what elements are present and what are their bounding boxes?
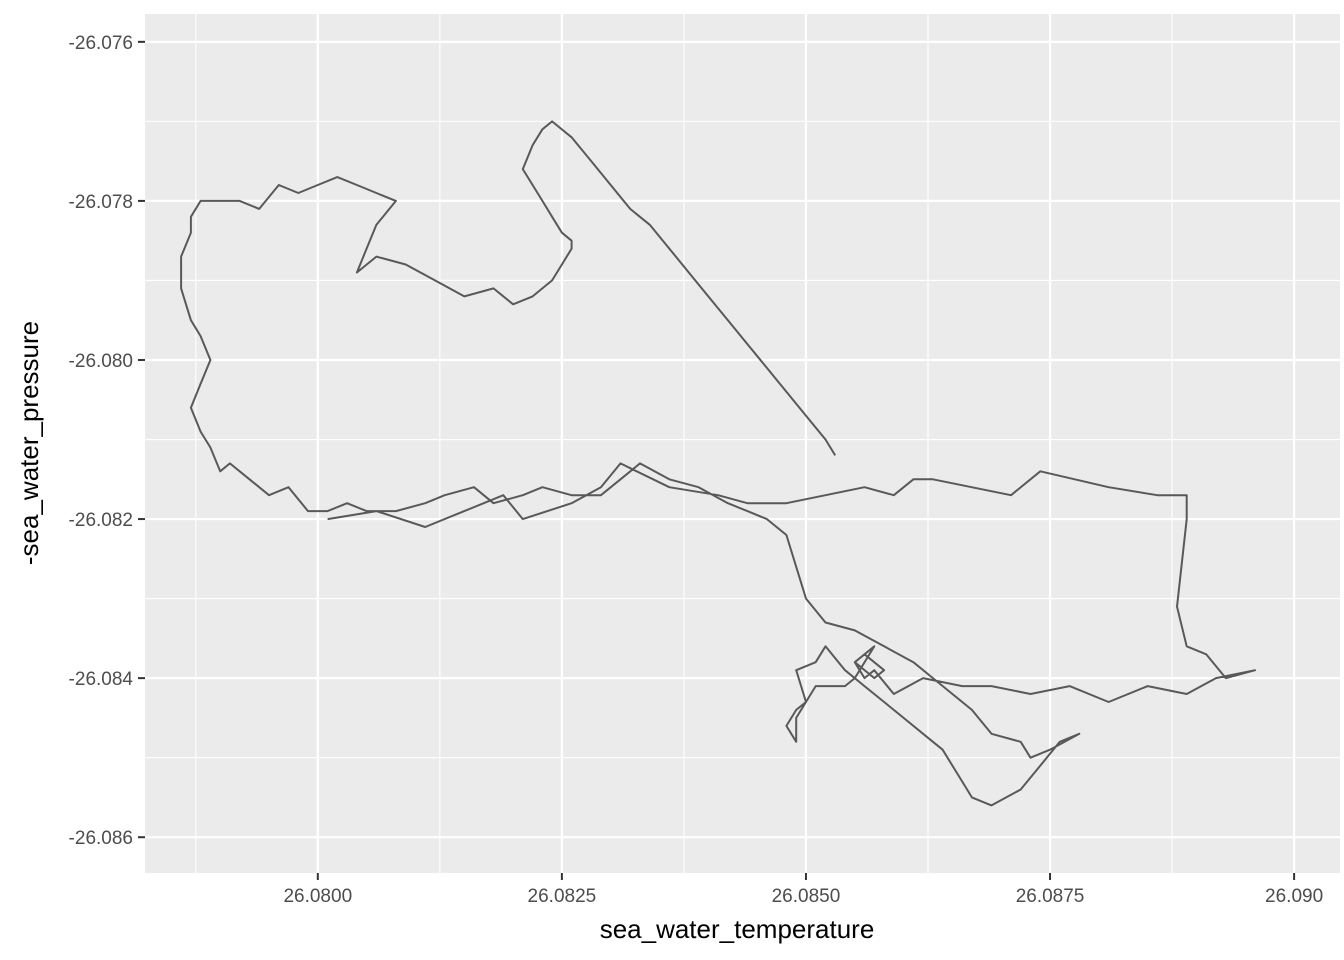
y-axis-title: -sea_water_pressure	[14, 321, 44, 565]
x-tick-label: 26.0875	[1016, 886, 1085, 907]
x-axis: 26.0800 26.0825 26.0850 26.0875 26.090	[283, 873, 1323, 907]
x-tick-label: 26.0800	[283, 886, 352, 907]
x-tick-label: 26.0825	[528, 886, 597, 907]
series-line	[180, 120, 1257, 807]
y-tick-label: -26.086	[69, 828, 133, 849]
y-tick-label: -26.080	[69, 351, 133, 372]
y-tick-label: -26.084	[69, 669, 134, 690]
x-axis-title: sea_water_temperature	[600, 914, 875, 944]
y-tick-label: -26.082	[69, 510, 133, 531]
grid-minor	[145, 14, 1340, 873]
y-axis: -26.076 -26.078 -26.080 -26.082 -26.084 -26.0…	[69, 33, 145, 849]
y-tick-label: -26.076	[69, 33, 133, 54]
x-tick-label: 26.090	[1265, 886, 1323, 907]
y-tick-label: -26.078	[69, 192, 133, 213]
x-tick-label: 26.0850	[772, 886, 841, 907]
plot-panel	[145, 14, 1340, 873]
series-layer	[180, 120, 1257, 807]
grid-major	[145, 14, 1340, 873]
